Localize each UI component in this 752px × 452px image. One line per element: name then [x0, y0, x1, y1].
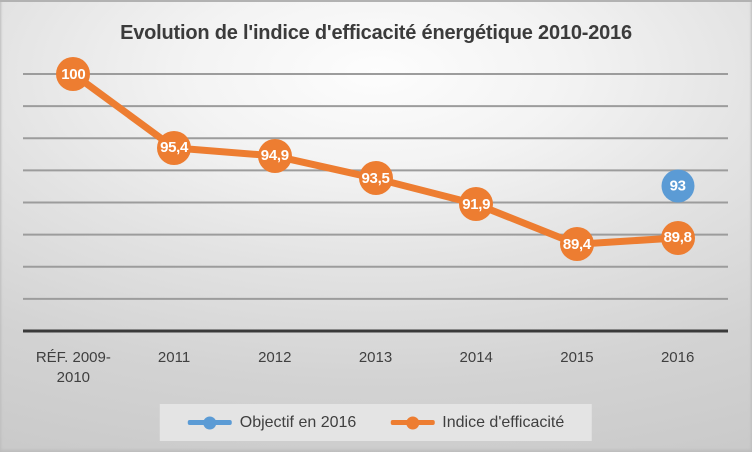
x-axis-label: 2013	[358, 349, 393, 366]
data-point-2016[interactable]: 93	[661, 169, 695, 203]
data-point-2012[interactable]: 94,9	[257, 138, 292, 173]
x-axis-label: 2016	[660, 349, 695, 366]
data-label: 100	[61, 65, 86, 83]
x-axis-label: 2012	[258, 349, 292, 366]
legend-label-objectif-2016: Objectif en 2016	[239, 413, 357, 431]
data-point-2013[interactable]: 93,5	[358, 161, 393, 196]
data-point-2014[interactable]: 91,9	[459, 187, 494, 222]
data-label: 94,9	[260, 147, 289, 165]
orange-dot-icon	[405, 416, 419, 429]
x-axis-label: RÉF. 2009-2010	[35, 349, 111, 386]
data-label: 93,5	[361, 169, 390, 187]
blue-dot-icon	[203, 416, 217, 429]
orange-line-marker-icon	[390, 416, 435, 429]
chart-title: Evolution de l'indice d'efficacité énerg…	[120, 22, 632, 44]
data-point-2015[interactable]: 89,4	[559, 227, 594, 262]
x-axis-label: 2011	[157, 349, 191, 366]
data-label: 91,9	[462, 195, 491, 213]
legend-item-objectif-2016[interactable]: Objectif en 2016	[187, 413, 357, 432]
data-point-2011[interactable]: 95,4	[157, 130, 192, 165]
x-axis-label: 2015	[560, 349, 594, 366]
data-point-R-F-2009-2010[interactable]: 100	[56, 57, 91, 91]
data-label: 89,4	[562, 235, 591, 253]
legend-item-indice-efficacite[interactable]: Indice d'efficacité	[390, 414, 564, 432]
x-axis-label: 2014	[459, 349, 493, 366]
legend-label-indice-efficacite: Indice d'efficacité	[442, 413, 565, 431]
legend: Objectif en 2016 Indice d'efficacité	[159, 404, 593, 441]
data-point-2016[interactable]: 89,8	[660, 220, 695, 255]
data-label: 89,8	[663, 229, 692, 247]
data-label: 95,4	[160, 139, 189, 157]
blue-line-marker-icon	[187, 416, 232, 429]
data-label: 93	[669, 177, 686, 195]
